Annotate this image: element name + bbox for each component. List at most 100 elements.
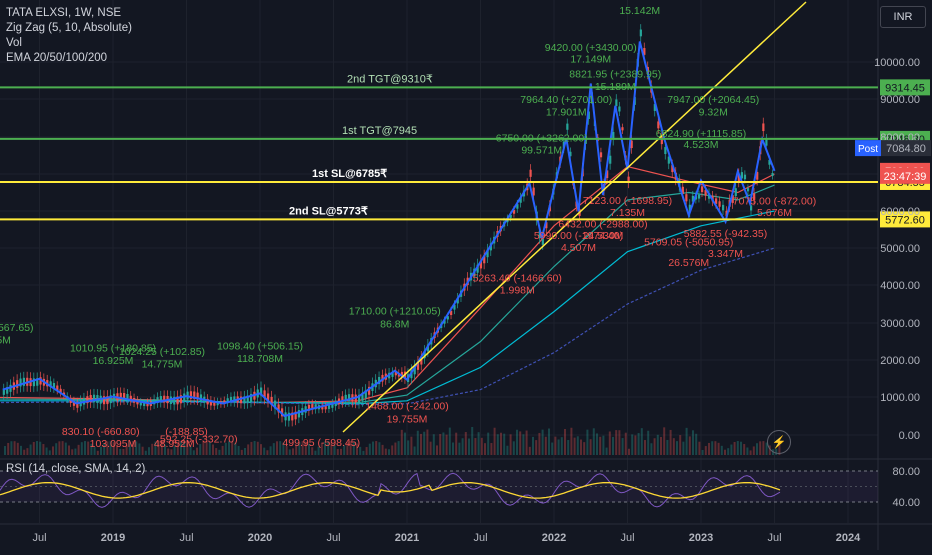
- zigzag-label: 7964.40 (+2701.00): [520, 94, 612, 106]
- candle-body: [704, 190, 707, 196]
- candle-body: [89, 395, 92, 403]
- volume-bar: [189, 446, 192, 455]
- volume-bar: [48, 450, 51, 455]
- zigzag-labels: 15.142M 9420.00 (+3430.00)17.149M 8821.95 …: [0, 5, 816, 450]
- candle-body: [189, 391, 193, 399]
- volume-bar: [538, 432, 541, 455]
- volume-bar: [580, 439, 582, 455]
- volume-bar: [544, 436, 547, 455]
- level-label: 1st SL@6785₹: [312, 168, 387, 180]
- ema-indicator-label[interactable]: EMA 20/50/100/200: [6, 52, 108, 64]
- candle-body: [86, 396, 89, 404]
- volume-bar: [621, 438, 624, 455]
- currency-button[interactable]: INR: [880, 6, 926, 28]
- candle-body: [179, 395, 183, 404]
- volume-bar: [295, 444, 298, 455]
- candle-body: [443, 320, 446, 324]
- rsi-legend[interactable]: RSI (14, close, SMA, 14, 2): [6, 463, 146, 475]
- candle-body: [545, 222, 548, 229]
- volume-bar: [733, 441, 736, 455]
- candle-body: [109, 395, 112, 404]
- volume-indicator-label[interactable]: Vol: [6, 37, 22, 49]
- volume-bar: [676, 441, 678, 455]
- candle-body: [358, 394, 361, 403]
- candle-body: [223, 400, 226, 404]
- candle-body: [307, 404, 311, 411]
- candle-body: [391, 371, 394, 377]
- volume-bar: [160, 442, 163, 455]
- candle-body: [416, 361, 420, 370]
- volume-bar: [541, 429, 544, 455]
- volume-bar: [391, 445, 394, 455]
- volume-bar: [400, 429, 403, 455]
- ema-100-line: [0, 210, 775, 405]
- volume-bar: [112, 442, 115, 455]
- post-price-bg: [881, 140, 931, 157]
- volume-bar: [644, 440, 646, 455]
- volume-bar: [576, 436, 579, 455]
- candle-body: [76, 402, 79, 408]
- symbol-title[interactable]: TATA ELXSI, 1W, NSE: [6, 7, 122, 19]
- candle-body: [173, 396, 176, 405]
- volume-bar: [167, 448, 170, 455]
- volume-bar: [548, 428, 550, 455]
- level-tag-bg: [880, 211, 930, 228]
- candle-body: [519, 197, 522, 203]
- volume-bar: [16, 442, 19, 455]
- candle-body: [765, 139, 768, 146]
- volume-bar: [84, 441, 86, 455]
- zigzag-label: 5882.55 (-942.35): [684, 228, 767, 240]
- candle-body: [643, 48, 646, 55]
- candle-body: [664, 147, 667, 155]
- volume-bar: [759, 441, 762, 455]
- candle-body: [106, 396, 109, 405]
- candle-body: [660, 137, 663, 145]
- candle-body: [344, 394, 347, 402]
- candle-body: [400, 371, 404, 378]
- volume-bar: [231, 441, 234, 455]
- candle-body: [52, 383, 56, 389]
- candle-body: [6, 387, 9, 394]
- volume-bar: [560, 437, 563, 455]
- volume-bar: [637, 433, 640, 455]
- candle-body: [92, 394, 96, 403]
- volume-bar: [212, 444, 214, 455]
- volume-bar: [135, 441, 138, 455]
- zigzag-label: 1010.95 (+180.85): [70, 342, 156, 354]
- volume-bar: [436, 445, 438, 455]
- zigzag-label: 7947.00 (+2064.45): [667, 94, 759, 106]
- volume-bars: [4, 427, 781, 455]
- zigzag-label: 15.142M: [619, 5, 660, 17]
- volume-bar: [477, 432, 480, 455]
- candle-body: [740, 172, 744, 179]
- volume-bar: [717, 442, 720, 455]
- volume-bar: [525, 430, 528, 455]
- volume-bar: [77, 444, 80, 455]
- volume-bar: [148, 447, 150, 455]
- volume-bar: [743, 444, 746, 455]
- volume-bar: [333, 445, 336, 455]
- time-tick-label: Jul: [326, 532, 340, 544]
- volume-bar: [461, 438, 464, 455]
- candle-body: [486, 249, 489, 258]
- level-label: 2nd SL@5773₹: [289, 205, 368, 217]
- candle-body: [331, 403, 334, 408]
- volume-bar: [256, 441, 259, 455]
- lightning-icon[interactable]: ⚡: [767, 430, 791, 454]
- candle-body: [341, 396, 344, 403]
- candle-body: [324, 406, 327, 410]
- price-tick-label: 6000.00: [880, 206, 920, 218]
- candle-body: [129, 395, 132, 402]
- time-tick-label: Jul: [179, 532, 193, 544]
- zigzag-label: 5990.00 (-1974.40): [534, 230, 623, 242]
- candle-body: [368, 386, 371, 395]
- candle-body: [287, 412, 291, 421]
- zigzag-indicator-label[interactable]: Zig Zag (5, 10, Absolute): [6, 22, 132, 34]
- volume-bar: [285, 445, 288, 455]
- volume-bar: [186, 443, 189, 455]
- volume-bar: [765, 442, 768, 455]
- candle-body: [456, 297, 459, 304]
- candle-body: [126, 393, 129, 400]
